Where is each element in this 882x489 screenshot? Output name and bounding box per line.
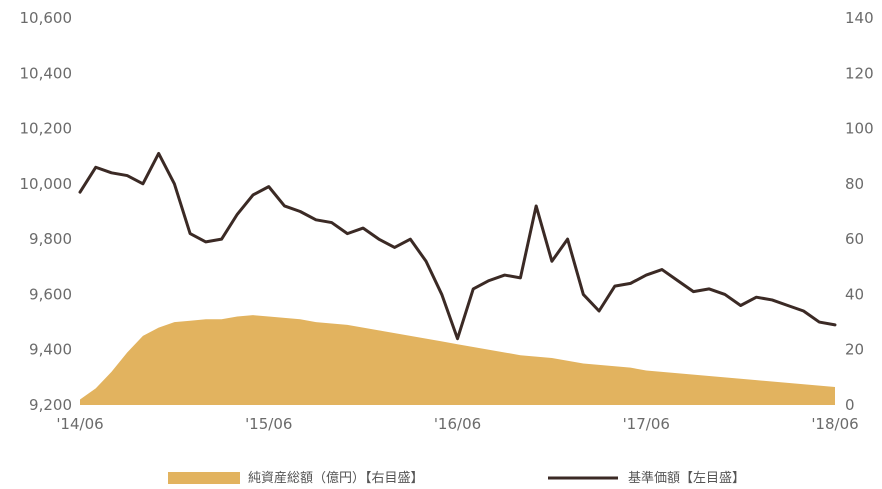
x-tick-label: '14/06 — [56, 415, 103, 433]
legend-swatch-net-assets — [168, 472, 240, 484]
left-tick-label: 10,000 — [20, 175, 73, 193]
legend-label-net-assets: 純資産総額（億円）【右目盛】 — [248, 470, 424, 486]
x-tick-label: '16/06 — [434, 415, 481, 433]
legend: 純資産総額（億円）【右目盛】 基準価額【左目盛】 — [168, 470, 745, 486]
x-tick-label: '17/06 — [623, 415, 670, 433]
x-axis-ticks: '14/06 '15/06 '16/06 '17/06 '18/06 — [56, 415, 858, 433]
left-tick-label: 10,400 — [20, 64, 73, 82]
left-tick-label: 9,600 — [29, 285, 72, 303]
left-tick-label: 10,600 — [20, 9, 73, 27]
right-tick-label: 40 — [845, 285, 864, 303]
plot-area — [78, 151, 837, 405]
left-tick-label: 9,400 — [29, 341, 72, 359]
right-y-axis-ticks: 0 20 40 60 80 100 120 140 — [845, 9, 874, 414]
right-tick-label: 100 — [845, 120, 874, 138]
right-tick-label: 80 — [845, 175, 864, 193]
left-y-axis-ticks: 9,200 9,400 9,600 9,800 10,000 10,200 10,400 10… — [20, 9, 73, 414]
right-tick-label: 0 — [845, 396, 855, 414]
right-tick-label: 120 — [845, 64, 874, 82]
x-tick-label: '15/06 — [245, 415, 292, 433]
left-tick-label: 9,200 — [29, 396, 72, 414]
left-tick-label: 10,200 — [20, 120, 73, 138]
right-tick-label: 20 — [845, 341, 864, 359]
left-tick-label: 9,800 — [29, 230, 72, 248]
series-area-net-assets — [80, 315, 835, 405]
right-tick-label: 60 — [845, 230, 864, 248]
series-line-nav — [78, 151, 837, 341]
x-tick-label: '18/06 — [811, 415, 858, 433]
right-tick-label: 140 — [845, 9, 874, 27]
legend-label-nav: 基準価額【左目盛】 — [628, 470, 745, 486]
